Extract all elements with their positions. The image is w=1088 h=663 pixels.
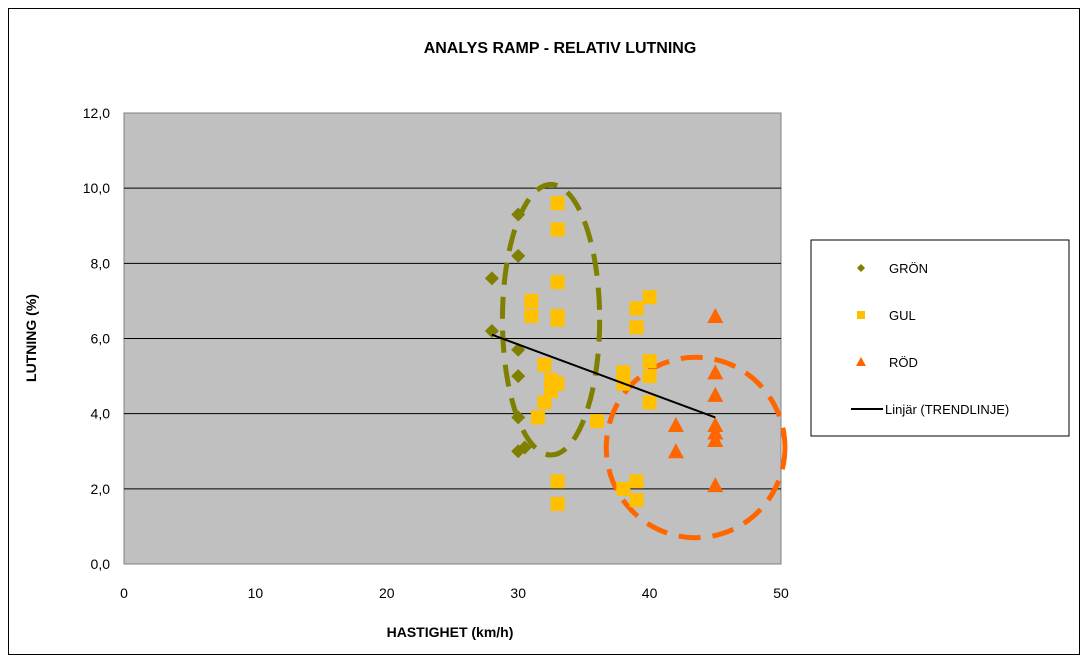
data-point-gul: [550, 376, 565, 391]
data-point-gul: [524, 293, 539, 308]
data-point-gul: [616, 365, 631, 380]
cluster-ellipse: [603, 354, 788, 541]
x-tick-label: 40: [642, 585, 658, 601]
y-axis-label: LUTNING (%): [23, 294, 39, 382]
x-tick-label: 20: [379, 585, 395, 601]
y-tick-label: 6,0: [91, 331, 111, 347]
data-point-gr-n: [511, 410, 526, 425]
legend-label: Linjär (TRENDLINJE): [885, 402, 1009, 417]
y-tick-label: 8,0: [91, 255, 111, 271]
legend-marker: [856, 357, 866, 366]
x-tick-label: 30: [510, 585, 526, 601]
x-axis-label: HASTIGHET (km/h): [387, 624, 514, 640]
legend-label: GRÖN: [889, 261, 928, 276]
data-point-gul: [550, 222, 565, 237]
data-point-gul: [629, 320, 644, 335]
trendline: [491, 333, 716, 419]
data-point-gr-n: [484, 323, 499, 338]
data-point-r-d: [707, 386, 724, 402]
legend-box: [810, 239, 1070, 437]
data-point-r-d: [667, 443, 684, 459]
data-point-gul: [590, 414, 605, 429]
trendline-segment: [491, 333, 716, 419]
data-point-r-d: [707, 431, 724, 447]
legend-marker: [857, 311, 865, 319]
data-point-gul: [629, 474, 644, 489]
y-tick-label: 2,0: [91, 481, 111, 497]
data-point-gul: [550, 496, 565, 511]
data-point-gul: [642, 369, 657, 384]
y-tick-label: 10,0: [83, 180, 110, 196]
legend-items: GRÖN GUL RÖD Linjär (TRENDLINJE): [851, 261, 1009, 417]
data-point-gul: [642, 354, 657, 369]
x-tick-label: 0: [120, 585, 128, 601]
data-point-r-d: [707, 424, 724, 440]
y-tick-labels: 0,0 2,0 4,0 6,0 8,0 10,0 12,0: [83, 105, 110, 572]
chart-title: ANALYS RAMP - RELATIV LUTNING: [424, 40, 697, 57]
legend-label: GUL: [889, 308, 916, 323]
cluster-ellipses: [499, 181, 788, 541]
data-point-gul: [642, 290, 657, 305]
data-point-r-d: [707, 477, 724, 493]
data-point-gr-n: [511, 248, 526, 263]
cluster-ellipse: [499, 181, 603, 458]
data-point-gul: [537, 357, 552, 372]
y-tick-label: 4,0: [91, 406, 111, 422]
data-point-r-d: [707, 307, 724, 323]
data-point-gul: [550, 474, 565, 489]
data-point-r-d: [707, 416, 724, 432]
data-point-gul: [524, 308, 539, 323]
data-point-gul: [530, 410, 545, 425]
legend-label: RÖD: [889, 355, 918, 370]
legend-marker: [857, 264, 865, 272]
x-tick-labels: 0 10 20 30 40 50: [120, 585, 789, 601]
data-point-gul: [629, 493, 644, 508]
data-point-gul: [537, 395, 552, 410]
data-point-gul: [642, 395, 657, 410]
y-tick-label: 0,0: [91, 556, 111, 572]
data-point-gr-n: [517, 440, 532, 455]
data-point-gr-n: [484, 271, 499, 286]
data-point-gul: [550, 196, 565, 211]
data-point-gul: [629, 301, 644, 316]
data-point-gr-n: [511, 207, 526, 222]
data-point-r-d: [667, 416, 684, 432]
legend: GRÖN GUL RÖD Linjär (TRENDLINJE): [810, 239, 1070, 437]
data-point-gr-n: [511, 369, 526, 384]
gridlines: [124, 187, 781, 490]
data-point-r-d: [707, 364, 724, 380]
data-point-gul: [550, 275, 565, 290]
y-tick-label: 12,0: [83, 105, 110, 121]
data-point-gul: [616, 481, 631, 496]
x-tick-label: 10: [248, 585, 264, 601]
data-point-gul: [550, 312, 565, 327]
x-tick-label: 50: [773, 585, 789, 601]
